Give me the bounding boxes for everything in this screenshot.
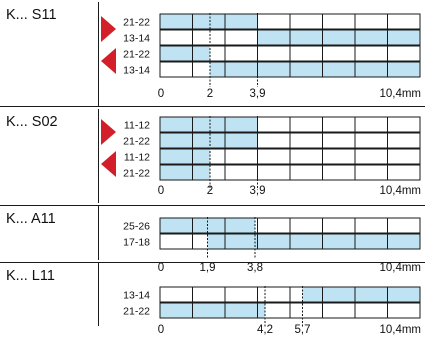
contact-closed-segment: [257, 30, 420, 45]
tick-label: 2: [207, 88, 213, 100]
tick-label: 0: [158, 324, 164, 336]
contact-label: 21-22: [123, 49, 150, 61]
switch-label: K... S02: [6, 114, 58, 130]
arrow-left-icon: [101, 151, 116, 177]
arrow-right-icon: [101, 16, 116, 42]
arrow-left-icon: [101, 48, 116, 74]
arrow-right-icon: [101, 119, 116, 145]
contact-row: [159, 116, 421, 133]
contact-closed-segment: [207, 234, 420, 249]
contact-row: [159, 13, 421, 30]
panel-1: K... S02 11-12 21-22 11-12 21-22 0 2 3,9 10,4mm: [6, 109, 421, 203]
contact-closed-segment: [160, 165, 210, 180]
tick-label: 3,8: [247, 262, 263, 274]
tick-label: 3,9: [250, 88, 266, 100]
contact-closed-segment: [160, 117, 258, 132]
contact-row: [159, 29, 421, 46]
contact-label: 21-22: [123, 17, 150, 29]
tick-label: 5,7: [295, 324, 311, 336]
tick-label: 3,9: [250, 185, 266, 197]
contact-row: [159, 233, 421, 250]
switch-label: K... L11: [6, 268, 55, 284]
panel-2: K... A11 25-26 17-18 0 1,9 3,8 10,4mm: [6, 206, 421, 274]
contact-row: [159, 45, 421, 62]
contact-row: [159, 302, 421, 319]
contact-label: 11-12: [124, 152, 150, 164]
contact-row: [159, 286, 421, 303]
contact-closed-segment: [160, 14, 258, 29]
scale-max-label: 10,4mm: [379, 324, 421, 336]
contact-label: 17-18: [123, 237, 150, 249]
panel-3: K... L11 13-14 21-22 0 4,2 5,7 10,4mm: [6, 263, 421, 336]
panel-0: K... S11 21-22 13-14 21-22 13-14 0 2 3,9 10,4mm: [6, 2, 421, 106]
contact-label: 25-26: [123, 221, 150, 233]
contact-label: 21-22: [123, 136, 150, 148]
contact-closed-segment: [160, 149, 210, 164]
contact-label: 21-22: [123, 306, 150, 318]
contact-row: [159, 164, 421, 181]
contact-label: 11-12: [124, 120, 150, 132]
tick-label: 4,2: [257, 324, 273, 336]
contact-row: [159, 61, 421, 78]
switch-label: K... S11: [6, 7, 57, 23]
contact-label: 21-22: [123, 168, 150, 180]
tick-label: 0: [158, 88, 164, 100]
scale-max-label: 10,4mm: [379, 88, 421, 100]
switch-label: K... A11: [6, 211, 56, 227]
contact-closed-segment: [160, 133, 258, 148]
scale-max-label: 10,4mm: [379, 262, 421, 274]
contact-label: 13-14: [123, 65, 150, 77]
tick-label: 1,9: [200, 262, 216, 274]
tick-label: 0: [158, 262, 164, 274]
contact-row: [159, 132, 421, 149]
contact-closed-segment: [210, 62, 420, 77]
contact-closed-segment: [302, 287, 420, 302]
contact-row: [159, 148, 421, 165]
contact-closed-segment: [160, 303, 265, 318]
scale-max-label: 10,4mm: [379, 185, 421, 197]
contact-row: [159, 217, 421, 234]
tick-label: 0: [158, 185, 164, 197]
contact-closed-segment: [160, 46, 210, 61]
tick-label: 2: [207, 185, 213, 197]
contact-label: 13-14: [123, 290, 150, 302]
contact-label: 13-14: [123, 33, 150, 45]
